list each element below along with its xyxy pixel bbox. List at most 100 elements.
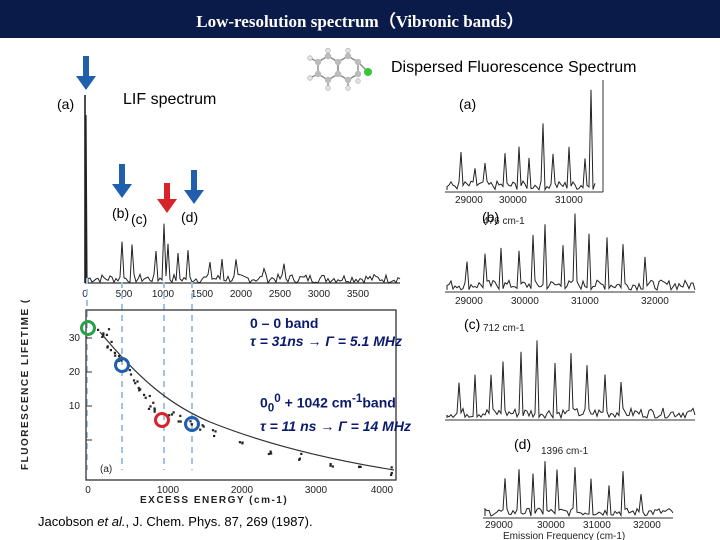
lifetime-point xyxy=(390,473,393,476)
lifetime-point xyxy=(106,345,109,348)
band1-tau: τ = 31ns xyxy=(250,333,304,349)
lifetime-point xyxy=(97,328,100,331)
df-b-tick: 30000 xyxy=(511,296,539,307)
lifetime-point xyxy=(298,457,301,460)
lifetime-point xyxy=(329,464,332,467)
lifetime-point xyxy=(202,425,205,428)
citation-rest: , J. Chem. Phys. 87, 269 (1987). xyxy=(125,514,313,529)
lifetime-point xyxy=(359,465,362,468)
lifetime-point xyxy=(269,450,272,453)
band2-arrow: → xyxy=(320,418,335,435)
lifetime-point xyxy=(128,369,131,372)
df-trace-d xyxy=(484,461,674,518)
lifetime-point xyxy=(331,465,334,468)
marker-c xyxy=(114,357,130,373)
df-c-annot: 712 cm-1 xyxy=(483,323,525,334)
df-x-axis-title: Emission Frequency (cm-1) xyxy=(503,531,625,540)
band2-sup2: -1 xyxy=(352,392,363,405)
lifetime-point xyxy=(238,441,241,444)
lifetime-x-axis-title: EXCESS ENERGY (cm-1) xyxy=(140,495,288,505)
lifetime-point xyxy=(106,346,109,349)
lifetime-point xyxy=(129,373,133,376)
lifetime-point xyxy=(390,471,393,475)
lifetime-point xyxy=(199,428,202,431)
lifetime-x-tick: 1000 xyxy=(157,485,180,496)
lifetime-point xyxy=(211,429,215,432)
arrow-c xyxy=(112,164,132,198)
lifetime-point xyxy=(170,413,174,416)
df-trace-a xyxy=(446,89,596,192)
lif-x-tick: 3500 xyxy=(347,289,370,300)
lifetime-point xyxy=(138,389,141,392)
lifetime-x-tick: 0 xyxy=(85,485,91,496)
df-label-b: (b) xyxy=(482,209,500,225)
lifetime-x-tick: 4000 xyxy=(371,485,394,496)
df-d-tick: 32000 xyxy=(633,520,661,531)
df-a-tick: 29000 xyxy=(455,195,483,206)
lifetime-point xyxy=(107,328,111,331)
citation-authors: Jacobson xyxy=(38,514,98,529)
lifetime-point xyxy=(120,359,123,362)
lifetime-point xyxy=(143,393,146,396)
df-trace-c xyxy=(446,340,696,420)
lifetime-point xyxy=(168,414,171,417)
lifetime-point xyxy=(147,407,151,410)
df-d-tick: 30000 xyxy=(537,520,565,531)
lif-x-tick: 2000 xyxy=(230,289,253,300)
lifetime-point xyxy=(172,411,175,414)
lifetime-point xyxy=(136,380,139,383)
lifetime-point xyxy=(177,420,180,423)
band2-mid: + 1042 cm xyxy=(280,394,352,411)
lifetime-point xyxy=(134,382,137,385)
lif-label-b: (b) xyxy=(112,205,130,221)
lifetime-point xyxy=(102,332,105,335)
df-b-tick: 31000 xyxy=(571,296,599,307)
lifetime-point xyxy=(101,335,104,338)
df-spectrum-title: Dispersed Fluorescence Spectrum xyxy=(391,59,637,76)
lifetime-y-tick: 10 xyxy=(69,401,81,412)
band2-sub: 0 xyxy=(267,401,275,415)
lifetime-point xyxy=(190,423,193,426)
lifetime-y-tick: 20 xyxy=(69,367,81,378)
lifetime-point xyxy=(137,386,140,390)
df-trace-b xyxy=(446,213,696,292)
lifetime-point xyxy=(241,441,244,444)
band2-tau: τ = 11 ns xyxy=(260,418,317,435)
lifetime-point xyxy=(153,410,156,413)
guide-lines xyxy=(86,278,193,470)
lifetime-point xyxy=(329,463,332,466)
df-label-c: (c) xyxy=(464,316,481,332)
lifetime-point xyxy=(179,420,182,423)
lifetime-point xyxy=(109,349,112,352)
lif-label-c: (c) xyxy=(131,211,148,227)
slide-title: Low-resolution spectrum（Vibronic bands） xyxy=(0,0,720,38)
lif-x-tick: 1500 xyxy=(191,289,214,300)
df-b-tick: 32000 xyxy=(641,296,669,307)
lif-x-tick: 3000 xyxy=(308,289,331,300)
lifetime-y-tick: 30 xyxy=(69,333,81,344)
lifetime-point xyxy=(179,414,182,417)
band2-end: band xyxy=(362,394,396,411)
lif-x-tick: 2500 xyxy=(269,289,292,300)
lif-x-tick: 0 xyxy=(82,289,88,300)
marker-red xyxy=(154,412,170,428)
df-b-annot: 476 cm-1 xyxy=(483,216,525,227)
lifetime-point xyxy=(114,354,117,357)
lifetime-point xyxy=(390,466,393,469)
lifetime-y-axis-title: FLUORESCENCE LIFETIME (ns) xyxy=(20,300,31,470)
citation: Jacobson et al., J. Chem. Phys. 87, 269 … xyxy=(38,514,313,529)
lifetime-point xyxy=(213,434,216,438)
lifetime-point xyxy=(110,340,113,343)
lif-spectrum-title: LIF spectrum xyxy=(123,91,217,108)
lifetime-panel-tag: (a) xyxy=(100,464,112,475)
molecule-icon xyxy=(307,48,372,91)
lifetime-point xyxy=(118,355,121,358)
lifetime-point xyxy=(132,379,136,382)
lifetime-point xyxy=(300,452,303,455)
band2-gamma: Γ = 14 MHz xyxy=(338,418,411,435)
lif-label-a: (a) xyxy=(57,96,75,112)
citation-etal: et al. xyxy=(97,514,126,529)
df-spectra-figure: 29000 30000 31000 476 cm-1 29000 30000 3… xyxy=(445,80,696,540)
